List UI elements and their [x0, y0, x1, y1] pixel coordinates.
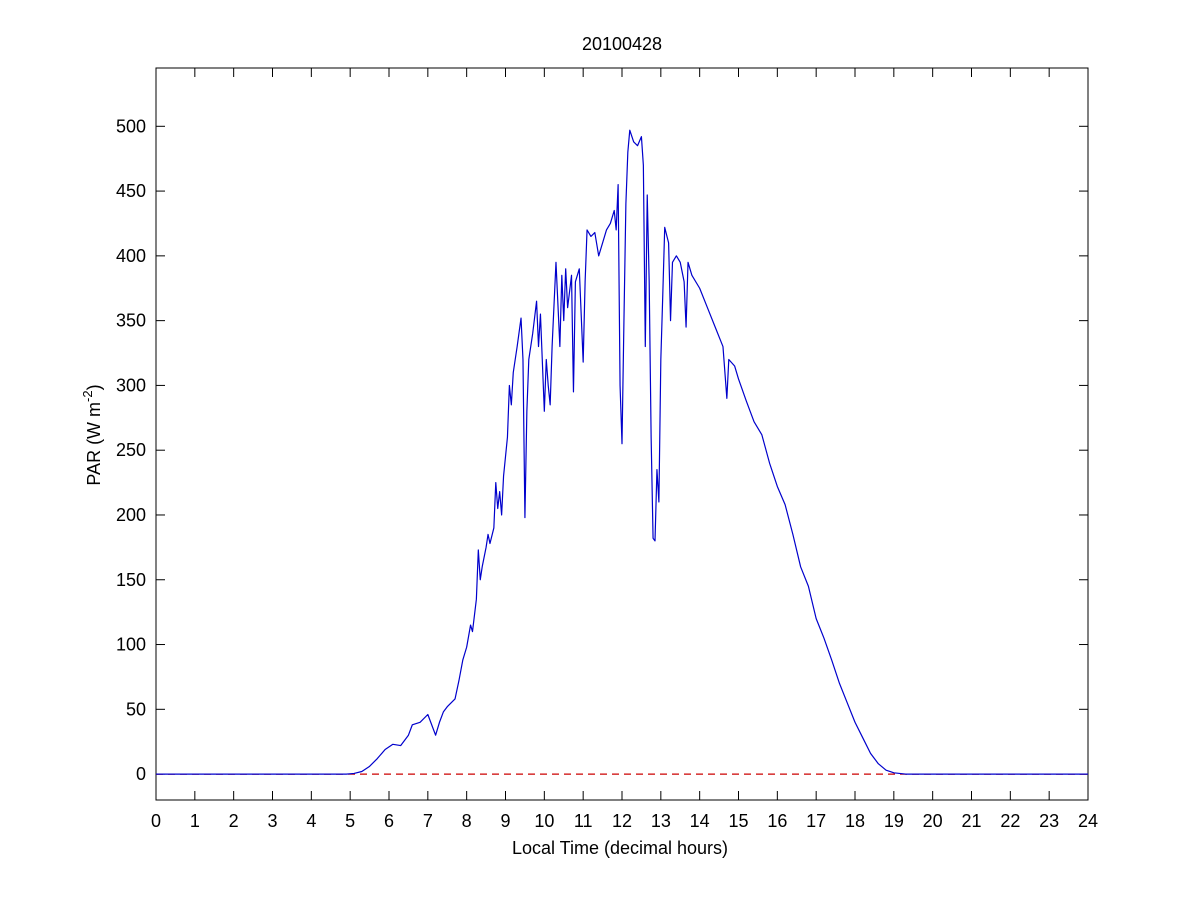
x-tick-label: 24	[1078, 811, 1098, 831]
y-tick-label: 0	[136, 764, 146, 784]
x-tick-label: 2	[229, 811, 239, 831]
x-tick-label: 13	[651, 811, 671, 831]
x-tick-label: 21	[961, 811, 981, 831]
x-tick-label: 7	[423, 811, 433, 831]
x-tick-label: 10	[534, 811, 554, 831]
x-tick-label: 18	[845, 811, 865, 831]
x-tick-label: 20	[923, 811, 943, 831]
x-tick-label: 0	[151, 811, 161, 831]
x-tick-label: 4	[306, 811, 316, 831]
x-tick-label: 14	[690, 811, 710, 831]
y-tick-label: 150	[116, 570, 146, 590]
y-tick-label: 250	[116, 440, 146, 460]
x-tick-label: 17	[806, 811, 826, 831]
y-tick-label: 200	[116, 505, 146, 525]
x-axis-title: Local Time (decimal hours)	[512, 838, 728, 858]
x-tick-label: 8	[462, 811, 472, 831]
y-tick-label: 450	[116, 181, 146, 201]
x-tick-label: 16	[767, 811, 787, 831]
chart-title: 20100428	[582, 34, 662, 54]
y-axis-title-main: PAR (W m	[84, 402, 104, 486]
x-tick-label: 15	[728, 811, 748, 831]
y-tick-label: 50	[126, 699, 146, 719]
x-tick-label: 22	[1000, 811, 1020, 831]
x-tick-label: 9	[500, 811, 510, 831]
x-tick-label: 1	[190, 811, 200, 831]
x-tick-label: 5	[345, 811, 355, 831]
y-tick-label: 400	[116, 246, 146, 266]
y-tick-label: 300	[116, 375, 146, 395]
par-series-line	[156, 129, 1088, 775]
x-tick-label: 19	[884, 811, 904, 831]
x-tick-label: 3	[267, 811, 277, 831]
y-tick-label: 500	[116, 116, 146, 136]
x-tick-label: 23	[1039, 811, 1059, 831]
x-tick-label: 11	[574, 811, 593, 831]
y-axis-title-superscript: -2	[80, 390, 95, 402]
x-tick-label: 6	[384, 811, 394, 831]
y-tick-label: 350	[116, 311, 146, 331]
y-axis-title-close: )	[84, 384, 104, 390]
y-axis-title: PAR (W m-2)	[80, 384, 104, 485]
x-tick-label: 12	[612, 811, 632, 831]
y-tick-label: 100	[116, 635, 146, 655]
